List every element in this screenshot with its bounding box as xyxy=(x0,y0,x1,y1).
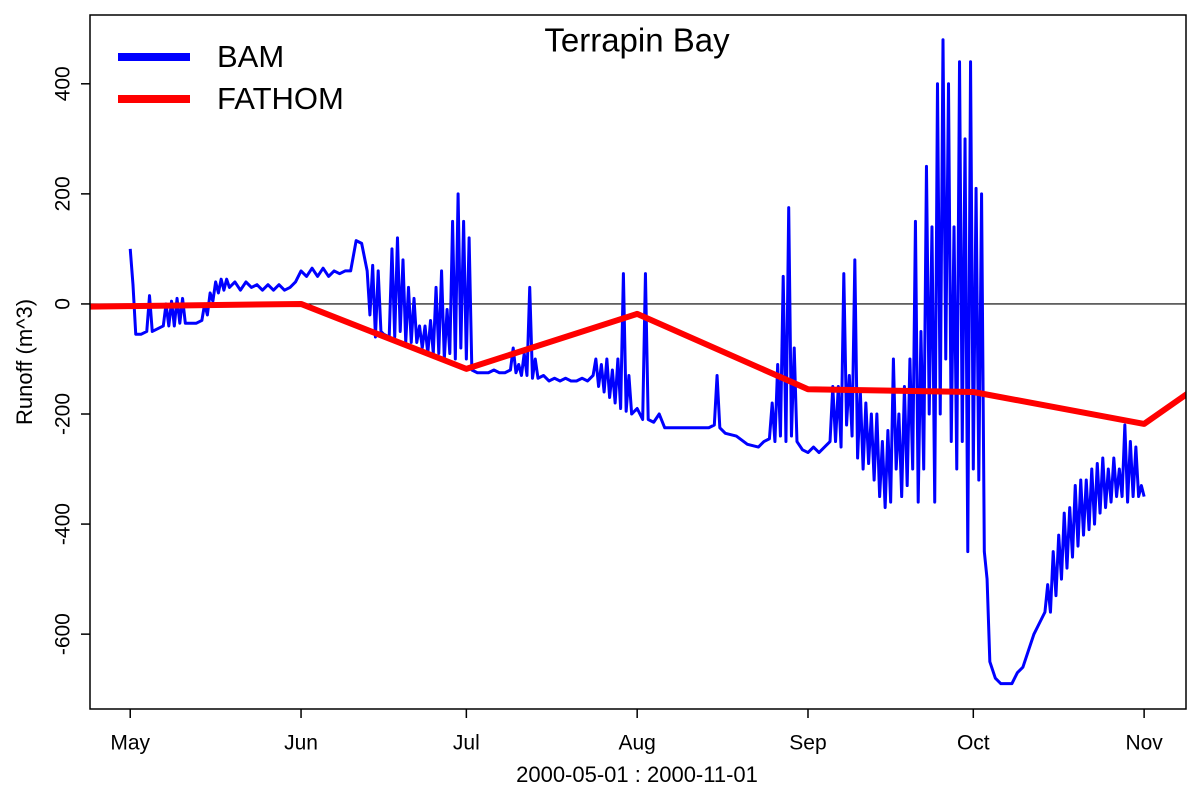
series-line xyxy=(90,300,1186,427)
x-tick-label: Jun xyxy=(284,732,318,755)
y-axis-label: Runoff (m^3) xyxy=(12,299,37,425)
x-tick-label: Nov xyxy=(1125,732,1163,755)
y-tick-label: 200 xyxy=(52,176,75,211)
y-tick-label: -400 xyxy=(52,503,75,545)
y-tick-label: -600 xyxy=(52,613,75,655)
chart-title: Terrapin Bay xyxy=(544,22,730,59)
x-tick-label: Aug xyxy=(618,732,655,755)
legend-label: FATHOM xyxy=(217,81,344,116)
legend-label: BAM xyxy=(217,39,284,74)
x-tick-label: Sep xyxy=(789,732,826,755)
y-tick-label: 400 xyxy=(52,66,75,101)
plot-area xyxy=(90,38,1186,686)
y-tick-label: 0 xyxy=(52,298,75,310)
x-tick-label: Oct xyxy=(957,732,990,755)
x-tick-label: May xyxy=(110,732,150,755)
x-axis-label: 2000-05-01 : 2000-11-01 xyxy=(516,762,758,787)
x-tick-label: Jul xyxy=(453,732,480,755)
plot-frame xyxy=(89,14,1187,710)
y-tick-label: -200 xyxy=(52,393,75,435)
series-line xyxy=(128,38,1146,686)
